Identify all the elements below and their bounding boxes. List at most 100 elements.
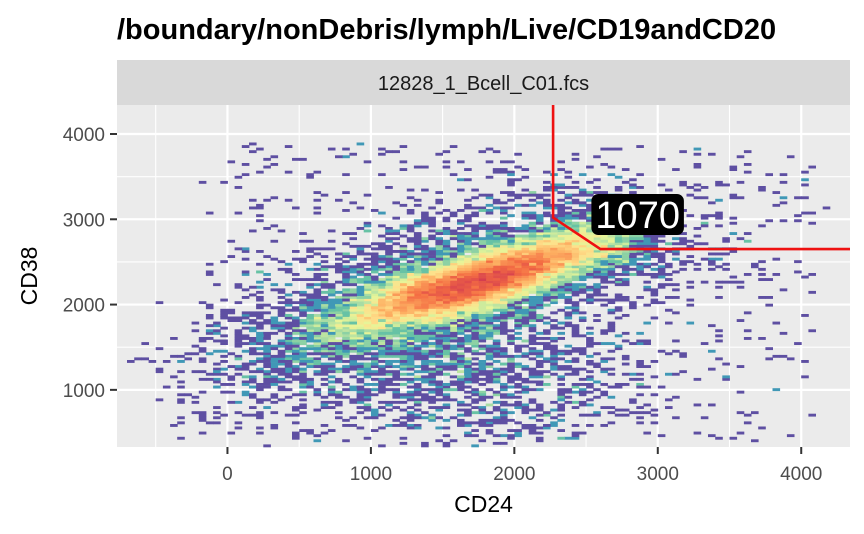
density-bin bbox=[485, 357, 494, 361]
density-bin bbox=[327, 375, 336, 379]
density-bin bbox=[449, 439, 458, 443]
density-bin bbox=[485, 260, 494, 264]
density-bin bbox=[220, 180, 228, 184]
density-bin bbox=[385, 301, 393, 305]
density-bin bbox=[578, 221, 587, 225]
density-bin bbox=[557, 250, 565, 253]
density-bin bbox=[507, 308, 515, 312]
density-bin bbox=[550, 372, 558, 376]
density-bin bbox=[413, 280, 422, 284]
density-bin bbox=[270, 321, 279, 325]
density-bin bbox=[342, 280, 350, 284]
density-bin bbox=[313, 370, 322, 374]
density-bin bbox=[342, 324, 350, 328]
density-bin bbox=[471, 270, 479, 274]
density-bin bbox=[392, 331, 400, 335]
density-bin bbox=[507, 278, 515, 281]
density-bin bbox=[392, 288, 400, 292]
density-bin bbox=[478, 393, 487, 397]
density-bin bbox=[650, 360, 659, 363]
density-bin bbox=[457, 255, 465, 258]
density-bin bbox=[614, 278, 623, 281]
density-bin bbox=[528, 288, 537, 292]
density-bin bbox=[557, 296, 565, 299]
density-bin bbox=[564, 232, 573, 235]
density-bin bbox=[500, 247, 508, 251]
density-bin bbox=[370, 357, 379, 361]
density-bin bbox=[449, 234, 458, 238]
density-bin bbox=[442, 303, 451, 307]
density-bin bbox=[320, 337, 329, 340]
density-bin bbox=[363, 160, 372, 164]
density-bin bbox=[500, 244, 508, 248]
density-bin bbox=[435, 239, 443, 243]
density-bin bbox=[292, 431, 300, 435]
density-bin bbox=[392, 400, 400, 404]
density-bin bbox=[715, 211, 723, 215]
density-bin bbox=[256, 296, 264, 299]
density-bin bbox=[263, 227, 271, 230]
density-bin bbox=[571, 193, 580, 197]
density-bin bbox=[464, 280, 472, 284]
density-bin bbox=[593, 283, 601, 287]
density-bin bbox=[241, 390, 250, 394]
density-bin bbox=[399, 255, 408, 258]
density-bin bbox=[521, 314, 530, 317]
density-bin bbox=[492, 283, 501, 287]
density-bin bbox=[500, 216, 508, 220]
density-bin bbox=[650, 267, 659, 271]
density-bin bbox=[428, 273, 436, 276]
density-bin bbox=[543, 375, 551, 379]
density-bin bbox=[643, 273, 651, 276]
density-bin bbox=[299, 360, 307, 363]
density-bin bbox=[313, 191, 322, 194]
density-bin bbox=[363, 316, 372, 320]
density-bin bbox=[471, 337, 479, 340]
density-bin bbox=[801, 275, 809, 279]
density-bin bbox=[657, 234, 666, 238]
density-bin bbox=[564, 270, 573, 274]
density-bin bbox=[528, 242, 537, 246]
density-bin bbox=[413, 288, 422, 292]
density-bin bbox=[779, 219, 788, 223]
density-bin bbox=[665, 278, 673, 281]
density-bin bbox=[528, 285, 537, 289]
density-bin bbox=[600, 331, 608, 335]
density-bin bbox=[571, 329, 580, 333]
density-bin bbox=[500, 273, 508, 276]
density-bin bbox=[249, 342, 257, 345]
density-bin bbox=[370, 257, 379, 261]
density-bin bbox=[564, 260, 573, 264]
density-bin bbox=[600, 329, 608, 333]
density-bin bbox=[363, 398, 372, 402]
density-bin bbox=[320, 308, 329, 312]
density-bin bbox=[500, 418, 508, 422]
density-bin bbox=[363, 367, 372, 371]
density-bin bbox=[507, 362, 515, 366]
density-bin bbox=[399, 227, 408, 230]
density-bin bbox=[306, 347, 314, 351]
density-bin bbox=[370, 303, 379, 307]
density-bin bbox=[650, 252, 659, 256]
density-bin bbox=[743, 413, 752, 417]
density-bin bbox=[413, 303, 422, 307]
density-bin bbox=[335, 349, 343, 353]
density-bin bbox=[284, 395, 293, 399]
density-bin bbox=[356, 426, 365, 430]
density-bin bbox=[535, 234, 544, 238]
density-bin bbox=[600, 357, 608, 361]
density-bin bbox=[578, 257, 587, 261]
density-bin bbox=[492, 244, 501, 248]
density-bin bbox=[435, 201, 443, 205]
density-bin bbox=[514, 403, 522, 407]
density-bin bbox=[320, 354, 329, 358]
density-bin bbox=[299, 370, 307, 374]
density-bin bbox=[607, 367, 616, 371]
density-bin bbox=[521, 262, 530, 266]
density-bin bbox=[650, 288, 659, 292]
density-bin bbox=[413, 385, 422, 389]
density-bin bbox=[299, 303, 307, 307]
density-bin bbox=[722, 183, 730, 187]
density-bin bbox=[557, 280, 565, 284]
density-bin bbox=[428, 219, 436, 223]
